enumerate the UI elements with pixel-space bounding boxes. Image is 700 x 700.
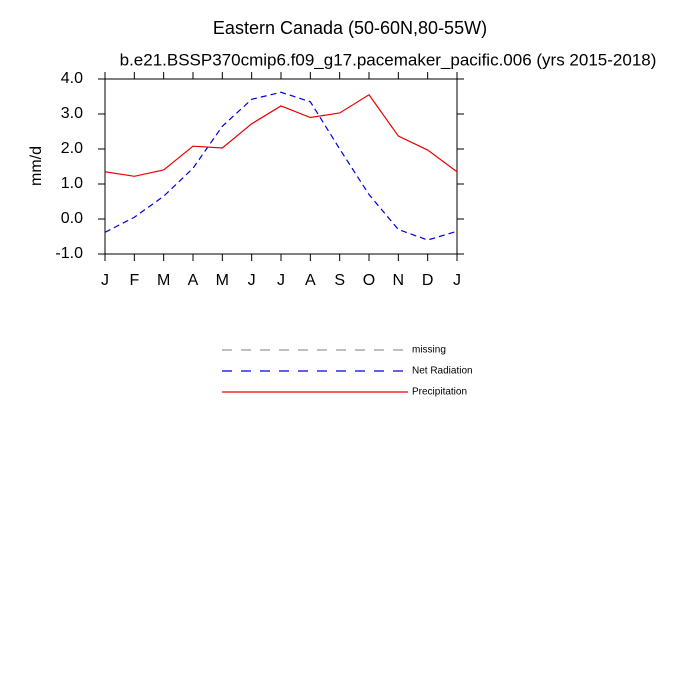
- x-tick-label: J: [101, 272, 109, 289]
- y-tick-label: 0.0: [61, 210, 83, 227]
- x-tick-label: A: [188, 272, 199, 289]
- plot-frame: [104, 78, 458, 255]
- x-tick-label: M: [216, 272, 229, 289]
- y-tick-label: 2.0: [61, 140, 83, 157]
- x-tick-label: D: [422, 272, 434, 289]
- x-tick-label: M: [157, 272, 170, 289]
- x-tick-label: J: [277, 272, 285, 289]
- y-axis-label: mm/d: [28, 146, 45, 186]
- x-tick-label: A: [305, 272, 316, 289]
- y-tick-label: 4.0: [61, 70, 83, 87]
- x-tick-label: J: [248, 272, 256, 289]
- chart-title: Eastern Canada (50-60N,80-55W): [213, 18, 487, 38]
- y-tick-label: -1.0: [55, 245, 83, 262]
- y-tick-label: 1.0: [61, 175, 83, 192]
- legend-label: Precipitation: [412, 387, 467, 398]
- x-tick-label: J: [453, 272, 461, 289]
- y-tick-label: 3.0: [61, 105, 83, 122]
- series-line: [104, 91, 458, 241]
- x-tick-label: S: [334, 272, 345, 289]
- x-tick-label: F: [129, 272, 139, 289]
- x-tick-label: O: [363, 272, 375, 289]
- series-line: [104, 93, 458, 177]
- x-tick-label: N: [393, 272, 405, 289]
- chart-subtitle: b.e21.BSSP370cmip6.f09_g17.pacemaker_pac…: [120, 50, 657, 69]
- legend-label: Net Radiation: [412, 366, 473, 377]
- legend-label: missing: [412, 345, 446, 356]
